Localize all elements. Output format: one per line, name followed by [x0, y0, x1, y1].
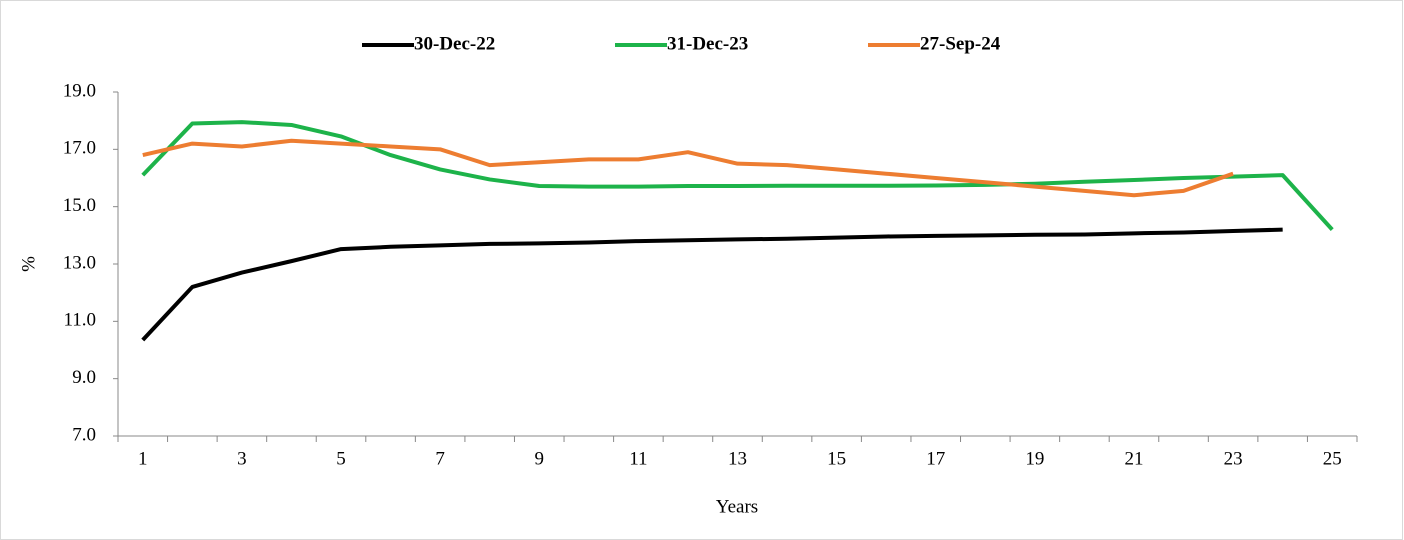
- legend-text: 30-Dec-22: [414, 33, 495, 54]
- legend-text: 31-Dec-23: [667, 33, 748, 54]
- y-tick-label: 7.0: [72, 424, 96, 445]
- x-tick-label: 25: [1323, 448, 1342, 469]
- y-tick-label: 17.0: [63, 138, 96, 159]
- y-tick-label: 19.0: [63, 80, 96, 101]
- x-tick-label: 3: [237, 448, 247, 469]
- x-tick-label: 5: [336, 448, 346, 469]
- data-line: [141, 227, 1283, 342]
- y-tick-label: 9.0: [72, 367, 96, 388]
- data-line: [142, 138, 1234, 198]
- x-tick-label: 17: [926, 448, 945, 469]
- x-tick-label: 19: [1025, 448, 1044, 469]
- y-tick-label: 13.0: [63, 252, 96, 273]
- x-tick-label: 21: [1124, 448, 1143, 469]
- y-tick-label: 11.0: [63, 310, 96, 331]
- data-line: [141, 120, 1334, 231]
- x-tick-label: 13: [728, 448, 747, 469]
- x-axis-label: Years: [716, 496, 758, 517]
- x-tick-label: 9: [535, 448, 545, 469]
- legend-text: 27-Sep-24: [920, 33, 1001, 54]
- x-tick-label: 7: [435, 448, 445, 469]
- x-tick-label: 15: [827, 448, 846, 469]
- x-tick-label: 1: [138, 448, 148, 469]
- x-tick-label: 23: [1224, 448, 1243, 469]
- x-tick-label: 11: [629, 448, 647, 469]
- y-tick-label: 15.0: [63, 195, 96, 216]
- y-axis-label: %: [18, 256, 39, 272]
